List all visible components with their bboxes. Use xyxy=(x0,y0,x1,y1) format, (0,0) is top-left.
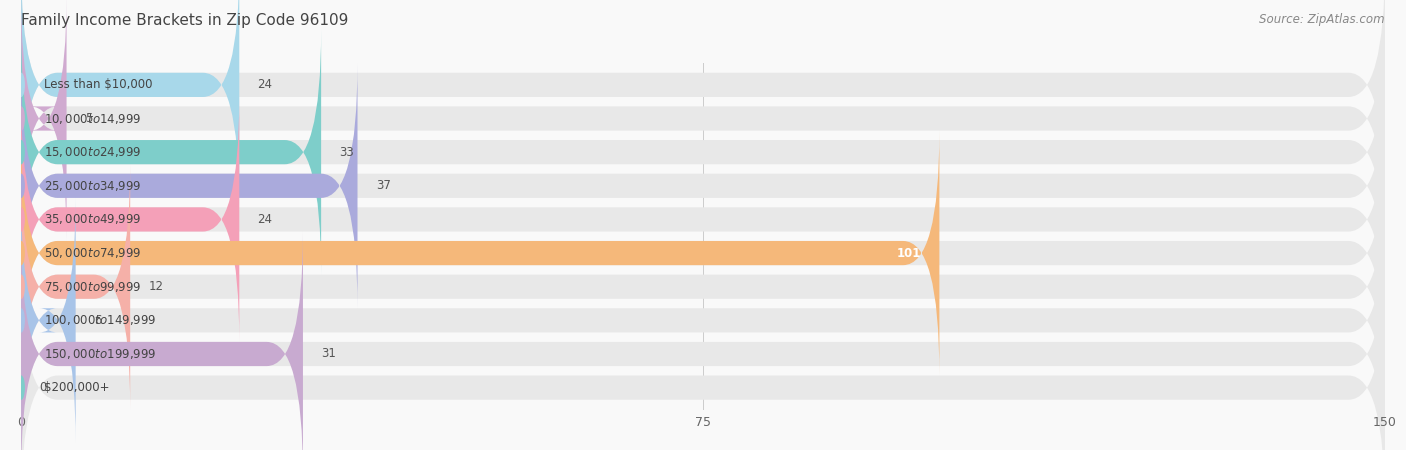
Circle shape xyxy=(18,73,24,96)
Circle shape xyxy=(18,342,24,365)
Circle shape xyxy=(18,174,24,197)
FancyBboxPatch shape xyxy=(21,63,1385,308)
Text: 0: 0 xyxy=(39,381,46,394)
Text: $35,000 to $49,999: $35,000 to $49,999 xyxy=(44,212,141,226)
Circle shape xyxy=(18,242,24,265)
Text: Less than $10,000: Less than $10,000 xyxy=(44,78,152,91)
Text: 6: 6 xyxy=(94,314,101,327)
Circle shape xyxy=(18,141,24,164)
Text: $100,000 to $149,999: $100,000 to $149,999 xyxy=(44,313,156,327)
Text: $200,000+: $200,000+ xyxy=(44,381,110,394)
Text: 24: 24 xyxy=(257,78,273,91)
FancyBboxPatch shape xyxy=(21,63,357,308)
Text: $150,000 to $199,999: $150,000 to $199,999 xyxy=(44,347,156,361)
Circle shape xyxy=(18,309,24,332)
FancyBboxPatch shape xyxy=(21,164,1385,409)
Circle shape xyxy=(18,275,24,298)
FancyBboxPatch shape xyxy=(21,0,239,207)
Text: Family Income Brackets in Zip Code 96109: Family Income Brackets in Zip Code 96109 xyxy=(21,14,349,28)
FancyBboxPatch shape xyxy=(21,30,321,274)
Text: 37: 37 xyxy=(375,179,391,192)
FancyBboxPatch shape xyxy=(21,265,1385,450)
Text: $75,000 to $99,999: $75,000 to $99,999 xyxy=(44,280,141,294)
Circle shape xyxy=(18,376,24,399)
Text: 101: 101 xyxy=(897,247,921,260)
FancyBboxPatch shape xyxy=(21,232,1385,450)
FancyBboxPatch shape xyxy=(21,164,131,409)
Text: $15,000 to $24,999: $15,000 to $24,999 xyxy=(44,145,141,159)
Text: 24: 24 xyxy=(257,213,273,226)
FancyBboxPatch shape xyxy=(21,0,1385,207)
Circle shape xyxy=(18,208,24,231)
Circle shape xyxy=(18,107,24,130)
Text: 12: 12 xyxy=(149,280,163,293)
FancyBboxPatch shape xyxy=(21,198,76,443)
FancyBboxPatch shape xyxy=(21,130,1385,375)
Text: Source: ZipAtlas.com: Source: ZipAtlas.com xyxy=(1260,14,1385,27)
FancyBboxPatch shape xyxy=(21,0,1385,241)
FancyBboxPatch shape xyxy=(21,232,302,450)
Text: 31: 31 xyxy=(321,347,336,360)
Text: $25,000 to $34,999: $25,000 to $34,999 xyxy=(44,179,141,193)
FancyBboxPatch shape xyxy=(21,97,239,342)
FancyBboxPatch shape xyxy=(21,130,939,375)
FancyBboxPatch shape xyxy=(21,97,1385,342)
Text: 33: 33 xyxy=(339,146,354,159)
FancyBboxPatch shape xyxy=(21,0,66,241)
Text: $50,000 to $74,999: $50,000 to $74,999 xyxy=(44,246,141,260)
FancyBboxPatch shape xyxy=(21,30,1385,274)
Text: 5: 5 xyxy=(84,112,93,125)
Text: $10,000 to $14,999: $10,000 to $14,999 xyxy=(44,112,141,126)
FancyBboxPatch shape xyxy=(21,198,1385,443)
